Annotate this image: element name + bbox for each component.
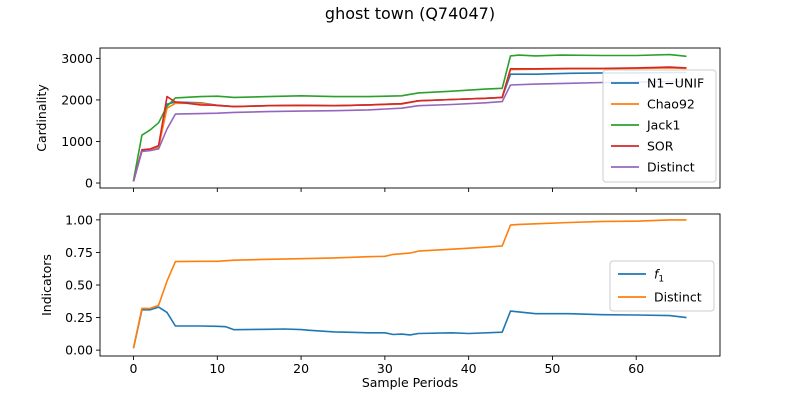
legend-label: f1 bbox=[654, 267, 664, 285]
y-axis-label: Cardinality bbox=[34, 84, 49, 152]
x-tick-label: 20 bbox=[293, 361, 309, 376]
legend: N1−UNIF Chao92 Jack1 SOR Distinct bbox=[602, 69, 717, 183]
series-line-f1 bbox=[132, 306, 687, 349]
legend-label: Distinct bbox=[647, 160, 695, 175]
x-tick-label: 40 bbox=[461, 361, 477, 376]
series-line-sor bbox=[132, 66, 687, 182]
x-tick-label: 0 bbox=[130, 361, 138, 376]
legend-box bbox=[602, 69, 717, 183]
y-tick-label: 0.50 bbox=[65, 278, 93, 293]
series-line-distinct bbox=[132, 219, 687, 349]
indicators-panel: 0 10 20 30 40 50 60 0.00 0.25 0.50 0.75 1.00 Indicat… bbox=[39, 212, 721, 390]
y-tick-label: 0.75 bbox=[65, 245, 93, 260]
legend-label: Jack1 bbox=[646, 118, 680, 133]
x-tick-label: 10 bbox=[209, 361, 225, 376]
y-tick-label: 1.00 bbox=[65, 212, 93, 227]
legend-label: Chao92 bbox=[647, 97, 695, 112]
y-tick-label: 1000 bbox=[61, 134, 93, 149]
figure-title: ghost town (Q74047) bbox=[325, 4, 495, 23]
x-tick-label: 50 bbox=[544, 361, 560, 376]
plot-frame bbox=[99, 47, 721, 189]
y-tick-label: 0.25 bbox=[65, 310, 93, 325]
legend-label: SOR bbox=[647, 139, 674, 154]
y-tick-label: 3000 bbox=[61, 51, 93, 66]
x-tick-label: 30 bbox=[377, 361, 393, 376]
legend-label: N1−UNIF bbox=[647, 76, 704, 91]
x-axis-label: Sample Periods bbox=[362, 375, 458, 390]
series-line-jack1 bbox=[132, 53, 687, 181]
x-tick-label: 60 bbox=[628, 361, 644, 376]
legend-label: Distinct bbox=[654, 290, 702, 305]
y-tick-label: 2000 bbox=[61, 92, 93, 107]
cardinality-panel: 0 1000 2000 3000 Cardinality N1−UNIF Chao92 Jac… bbox=[34, 47, 721, 192]
y-axis-label: Indicators bbox=[39, 254, 54, 316]
legend: f1 Distinct bbox=[609, 260, 715, 312]
y-tick-label: 0.00 bbox=[65, 343, 93, 358]
series-line-distinct bbox=[132, 80, 687, 182]
y-tick-label: 0 bbox=[85, 176, 93, 191]
